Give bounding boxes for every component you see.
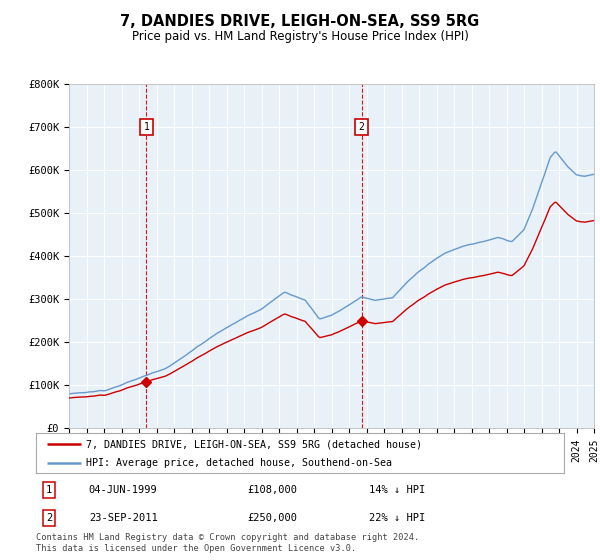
Text: 04-JUN-1999: 04-JUN-1999: [89, 485, 158, 495]
Text: 14% ↓ HPI: 14% ↓ HPI: [368, 485, 425, 495]
Text: 2: 2: [46, 513, 52, 522]
Text: 1: 1: [46, 485, 52, 495]
Text: 7, DANDIES DRIVE, LEIGH-ON-SEA, SS9 5RG: 7, DANDIES DRIVE, LEIGH-ON-SEA, SS9 5RG: [121, 14, 479, 29]
Text: 23-SEP-2011: 23-SEP-2011: [89, 513, 158, 522]
Text: £250,000: £250,000: [247, 513, 297, 522]
Text: 22% ↓ HPI: 22% ↓ HPI: [368, 513, 425, 522]
Text: 2: 2: [359, 122, 365, 132]
Text: HPI: Average price, detached house, Southend-on-Sea: HPI: Average price, detached house, Sout…: [86, 458, 392, 468]
Text: 7, DANDIES DRIVE, LEIGH-ON-SEA, SS9 5RG (detached house): 7, DANDIES DRIVE, LEIGH-ON-SEA, SS9 5RG …: [86, 439, 422, 449]
Text: Price paid vs. HM Land Registry's House Price Index (HPI): Price paid vs. HM Land Registry's House …: [131, 30, 469, 43]
Text: 1: 1: [143, 122, 149, 132]
Text: £108,000: £108,000: [247, 485, 297, 495]
Text: Contains HM Land Registry data © Crown copyright and database right 2024.
This d: Contains HM Land Registry data © Crown c…: [36, 533, 419, 553]
